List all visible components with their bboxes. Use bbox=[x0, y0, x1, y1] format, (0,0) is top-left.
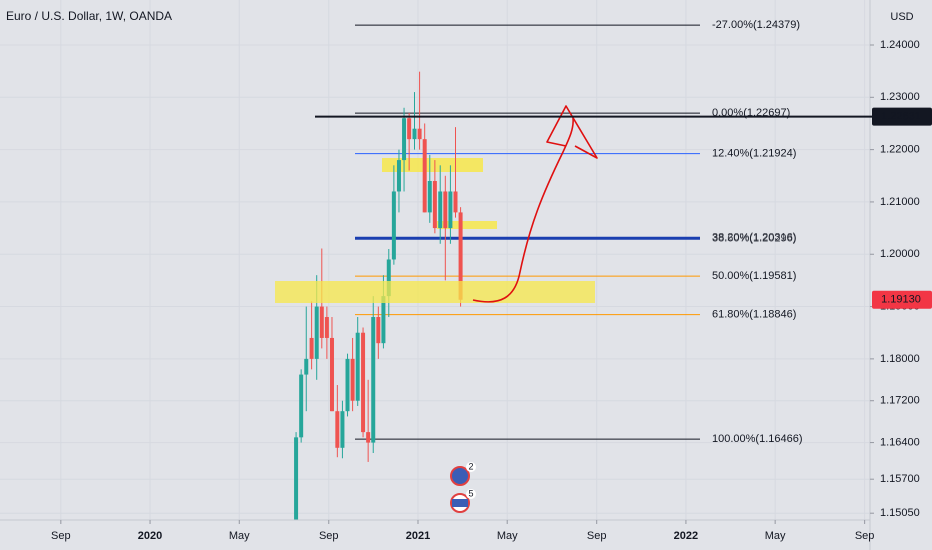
candle-body bbox=[432, 181, 437, 229]
highlight-zone bbox=[275, 281, 595, 303]
price-label: 1.22631 bbox=[881, 111, 921, 123]
candle-body bbox=[355, 332, 360, 401]
candle-body bbox=[376, 317, 381, 344]
fib-label: -27.00%(1.24379) bbox=[712, 19, 800, 31]
arrow-head bbox=[546, 105, 598, 159]
drawn-arrow bbox=[472, 105, 598, 303]
event-badge bbox=[466, 462, 476, 472]
event-badge bbox=[466, 489, 476, 499]
candle-body bbox=[324, 317, 329, 338]
candle-body bbox=[345, 358, 350, 412]
candle-body bbox=[304, 358, 309, 375]
event-count: 2 bbox=[468, 461, 473, 471]
price-label: 1.19130 bbox=[881, 294, 921, 306]
candle-body bbox=[412, 128, 417, 140]
candle-body bbox=[391, 191, 396, 260]
candle-body bbox=[319, 306, 324, 338]
candle-body bbox=[340, 411, 345, 448]
candle-body bbox=[402, 118, 407, 161]
x-tick-label: 2021 bbox=[406, 530, 430, 542]
axes: 1.240001.230001.220001.210001.200001.190… bbox=[51, 39, 932, 542]
x-tick-label: Sep bbox=[51, 530, 71, 542]
x-tick-label: 2022 bbox=[674, 530, 698, 542]
y-tick-label: 1.24000 bbox=[880, 39, 920, 51]
x-tick-label: Sep bbox=[587, 530, 607, 542]
candle-body bbox=[448, 191, 453, 229]
x-tick-label: Sep bbox=[855, 530, 875, 542]
candle-body bbox=[422, 139, 427, 213]
y-axis-label: USD bbox=[890, 11, 913, 23]
candle-body bbox=[335, 411, 340, 448]
y-tick-label: 1.16400 bbox=[880, 436, 920, 448]
candle-body bbox=[294, 437, 299, 520]
chart-title: Euro / U.S. Dollar, 1W, OANDA bbox=[6, 9, 172, 23]
y-tick-label: 1.15050 bbox=[880, 507, 920, 519]
candle-body bbox=[309, 337, 314, 359]
candle-body bbox=[443, 191, 448, 229]
y-tick-label: 1.15700 bbox=[880, 473, 920, 485]
candle-body bbox=[386, 259, 391, 297]
event-flags: 2 5 bbox=[450, 461, 476, 513]
fib-label: 100.00%(1.16466) bbox=[712, 433, 803, 445]
candle-body bbox=[417, 128, 422, 140]
y-tick-label: 1.18000 bbox=[880, 353, 920, 365]
candle-body bbox=[366, 432, 371, 443]
candle-body bbox=[396, 160, 401, 192]
y-tick-label: 1.22000 bbox=[880, 144, 920, 156]
arrow-stroke bbox=[472, 117, 574, 303]
candles bbox=[294, 71, 463, 520]
zones bbox=[382, 158, 497, 229]
candle-body bbox=[427, 181, 432, 213]
event-count: 5 bbox=[468, 488, 473, 498]
candle-body bbox=[438, 191, 443, 229]
highlight-zone bbox=[437, 221, 497, 229]
event-icon-flag bbox=[452, 499, 468, 507]
candle-body bbox=[329, 337, 334, 412]
y-tick-label: 1.17200 bbox=[880, 395, 920, 407]
candle-body bbox=[350, 358, 355, 401]
candle-body bbox=[458, 212, 463, 300]
highlight-zone bbox=[382, 158, 483, 172]
candle-body bbox=[407, 118, 412, 140]
x-tick-label: May bbox=[765, 530, 786, 542]
fib-levels: -27.00%(1.24379)0.00%(1.22697)12.40%(1.2… bbox=[355, 19, 803, 445]
candle-body bbox=[314, 306, 319, 359]
fib-label: 12.40%(1.21924) bbox=[712, 147, 796, 159]
candle-body bbox=[381, 296, 386, 344]
fib-label: 50.00%(1.19581) bbox=[712, 270, 796, 282]
fib-label: 38.20%(1.20316) bbox=[712, 232, 796, 244]
x-tick-label: 2020 bbox=[138, 530, 162, 542]
grid bbox=[0, 0, 870, 520]
x-tick-label: Sep bbox=[319, 530, 339, 542]
event-icon[interactable] bbox=[450, 466, 470, 486]
fib-label: 61.80%(1.18846) bbox=[712, 309, 796, 321]
candle-body bbox=[371, 317, 376, 443]
y-tick-label: 1.21000 bbox=[880, 196, 920, 208]
x-tick-label: May bbox=[229, 530, 250, 542]
x-tick-label: May bbox=[497, 530, 518, 542]
y-tick-label: 1.20000 bbox=[880, 248, 920, 260]
candle-body bbox=[453, 191, 458, 213]
fib-label: 38.60%(1.20296) bbox=[712, 233, 796, 245]
price-label-box bbox=[872, 107, 932, 126]
candle-body bbox=[299, 374, 304, 438]
price-label-box bbox=[872, 290, 932, 309]
y-tick-label: 1.23000 bbox=[880, 91, 920, 103]
candle-body bbox=[361, 332, 366, 433]
